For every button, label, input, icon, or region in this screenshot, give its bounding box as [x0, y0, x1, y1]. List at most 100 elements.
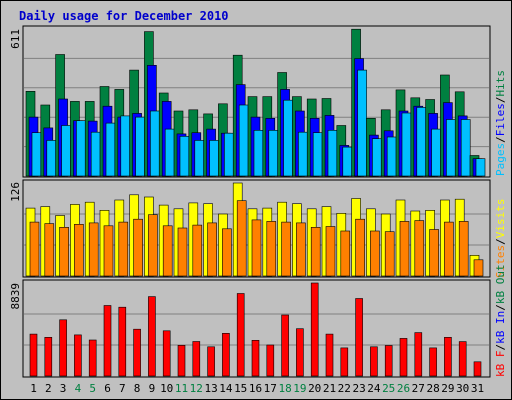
kbytes-bar [473, 361, 482, 377]
kbytes-bar [207, 346, 215, 377]
kbytes-bar [222, 332, 230, 377]
x-tick-label: 2 [45, 382, 52, 395]
sites-bar [207, 222, 217, 277]
x-tick-label: 3 [60, 382, 67, 395]
legend-sep: / [494, 238, 507, 245]
kbytes-bar [444, 336, 452, 377]
sites-bar [384, 231, 395, 277]
kbytes-legend: kB F/kB In/kB Out [494, 264, 507, 377]
legend-sep: / [494, 136, 507, 143]
pages-bar [76, 120, 86, 177]
sites-bar [251, 219, 262, 277]
x-tick-label: 18 [278, 382, 291, 395]
pages-bar [164, 128, 175, 177]
pages-bar [446, 119, 456, 177]
pages-bar [135, 116, 145, 177]
x-tick-label: 1 [30, 382, 37, 395]
sites-bar [281, 221, 291, 277]
pages-bar [283, 99, 293, 177]
kbytes-bar [59, 319, 67, 377]
kbytes-bar [310, 282, 319, 377]
sites-bar [133, 218, 143, 277]
kbytes-bar [162, 330, 171, 377]
bar-marks [25, 28, 486, 377]
legend-kbytes-out-unit: kB [494, 363, 507, 377]
kbytes-bar [177, 344, 186, 377]
kbytes-bar [44, 336, 53, 377]
legend-kbytes-out2: Out [494, 264, 507, 284]
sites-bar [355, 218, 365, 277]
sites-bar [310, 227, 321, 277]
sites-bar [473, 259, 484, 277]
x-tick-label: 25 [382, 382, 395, 395]
x-tick-label: 14 [219, 382, 233, 395]
pages-bar [224, 132, 234, 177]
kbytes-bar [118, 306, 127, 377]
x-tick-label: 8 [134, 382, 141, 395]
x-tick-label: 26 [397, 382, 410, 395]
sites-bar [29, 221, 40, 277]
x-tick-label: 30 [456, 382, 469, 395]
pages-bar [357, 69, 367, 177]
pages-bar [150, 110, 160, 177]
x-tick-label: 5 [89, 382, 96, 395]
kbytes-ymax-label: 8839 [9, 283, 22, 310]
kbytes-bar [192, 341, 201, 377]
kbytes-bar [251, 339, 260, 377]
pages-bar [401, 112, 412, 177]
x-tick-label: 9 [149, 382, 156, 395]
pages-bar [46, 140, 57, 177]
chart-title: Daily usage for December 2010 [19, 9, 229, 23]
legend-sep: / [494, 97, 507, 104]
x-tick-label: 22 [338, 382, 351, 395]
kbytes-bar [88, 339, 97, 377]
x-tick-label: 12 [190, 382, 203, 395]
legend-hits: Hits [494, 70, 507, 97]
pages-bar [268, 130, 279, 177]
kbytes-bar [384, 345, 393, 377]
pages-bar [105, 122, 116, 177]
sites-bar [266, 221, 277, 277]
kbytes-bar [236, 293, 245, 377]
sites-bar [59, 227, 69, 277]
pages-bar [416, 107, 427, 177]
pages-bar [31, 132, 42, 177]
pages-bar [61, 125, 71, 177]
x-tick-label: 19 [293, 382, 306, 395]
sites-bar [296, 222, 306, 277]
sites-bar [236, 200, 247, 277]
sites-bar [103, 225, 114, 277]
x-tick-label: 29 [441, 382, 454, 395]
sites-bar [429, 229, 439, 277]
x-tick-label: 7 [119, 382, 126, 395]
sites-bar [222, 228, 232, 277]
sites-bar [88, 222, 99, 277]
sites-bar [444, 221, 454, 277]
pages-bar [298, 131, 308, 177]
x-tick-label: 6 [104, 382, 111, 395]
pages-bar [342, 146, 353, 177]
legend-files: Files [494, 103, 507, 136]
sites-bar [370, 230, 380, 277]
pages-bar [475, 158, 486, 177]
legend-sites: Sites [494, 245, 507, 278]
sites-bar [162, 225, 173, 277]
kbytes-bar [429, 347, 437, 377]
sites-bar [74, 224, 84, 277]
kbytes-bar [325, 333, 334, 377]
x-tick-label: 4 [75, 382, 82, 395]
pages-bar [460, 119, 471, 177]
x-tick-label: 27 [412, 382, 425, 395]
x-tick-label: 16 [249, 382, 262, 395]
kbytes-bar [296, 328, 304, 377]
legend-kbytes-out: F [494, 351, 507, 358]
pages-bar [312, 132, 323, 177]
kbytes-bar [148, 296, 156, 377]
kbytes-bar [281, 314, 289, 377]
kbytes-bar [355, 298, 363, 377]
pages-bar [120, 115, 131, 177]
x-tick-label: 10 [160, 382, 173, 395]
sites-bar [118, 221, 129, 277]
pages-bar [386, 136, 397, 177]
